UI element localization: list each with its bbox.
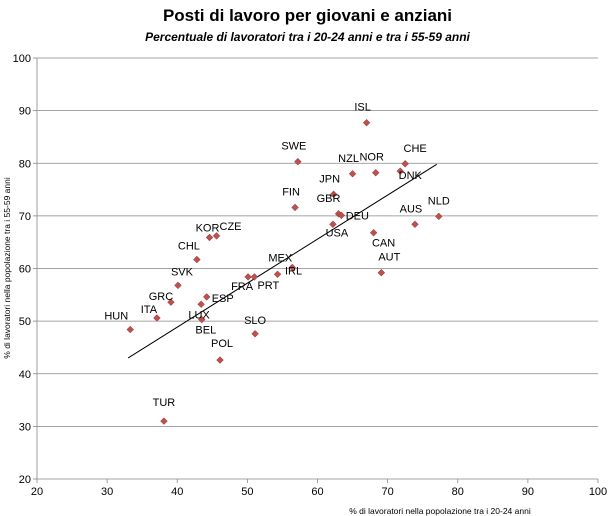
label-lux: LUX — [188, 309, 210, 321]
label-can: CAN — [372, 238, 395, 250]
point-fin — [291, 203, 299, 212]
point-jpn — [329, 190, 338, 199]
y-tick-label: 100 — [13, 53, 31, 65]
y-tick-label: 90 — [19, 106, 31, 118]
x-tick-label: 90 — [522, 486, 534, 498]
data-points — [126, 118, 443, 425]
trendline — [127, 163, 437, 359]
point-aut — [377, 268, 386, 277]
label-aut: AUT — [378, 252, 400, 264]
label-dnk: DNK — [399, 170, 423, 182]
point-lux — [197, 300, 205, 309]
label-deu: DEU — [346, 210, 369, 222]
point-prt — [250, 273, 259, 281]
label-aus: AUS — [400, 203, 423, 215]
label-mex: MEX — [268, 252, 293, 264]
label-nld: NLD — [428, 195, 450, 207]
y-tick-label: 40 — [19, 369, 31, 381]
label-kor: KOR — [196, 222, 220, 234]
label-fra: FRA — [231, 281, 254, 293]
trendline-group — [127, 163, 437, 359]
label-svk: SVK — [171, 266, 194, 278]
point-hun — [126, 325, 135, 334]
x-tick-label: 20 — [31, 486, 43, 498]
point-can — [369, 228, 378, 237]
point-chl — [193, 255, 201, 264]
label-jpn: JPN — [319, 173, 340, 185]
chart-title: Posti di lavoro per giovani e anziani — [162, 6, 453, 25]
label-gbr: GBR — [317, 193, 341, 205]
label-grc: GRC — [149, 291, 174, 303]
y-tick-label: 20 — [19, 474, 31, 486]
point-svk — [174, 281, 182, 290]
x-tick-label: 100 — [589, 486, 607, 498]
y-axis-label: % di lavoratori nella popolazione tra i … — [2, 177, 12, 359]
grid-lines — [37, 57, 598, 427]
label-cze: CZE — [220, 221, 242, 233]
point-swe — [294, 157, 302, 166]
point-mex — [288, 263, 297, 272]
point-esp — [202, 293, 211, 301]
point-tur — [160, 417, 168, 425]
point-nld — [435, 212, 443, 221]
chart-subtitle: Percentuale di lavoratori tra i 20-24 an… — [145, 30, 470, 44]
x-tick-label: 50 — [241, 486, 253, 498]
x-tick-label: 70 — [382, 486, 394, 498]
point-irl — [273, 270, 282, 279]
label-hun: HUN — [104, 311, 128, 323]
label-ita: ITA — [141, 304, 158, 316]
y-tick-label: 60 — [19, 264, 31, 276]
label-nzl: NZL — [338, 153, 359, 165]
point-ita — [153, 314, 161, 322]
label-slo: SLO — [244, 315, 266, 327]
x-tick-label: 30 — [101, 486, 113, 498]
point-nzl — [348, 170, 357, 178]
label-swe: SWE — [281, 141, 306, 153]
point-usa — [329, 220, 337, 229]
point-cze — [212, 232, 221, 240]
point-isl — [362, 118, 371, 127]
point-deu — [337, 211, 346, 220]
y-tick-label: 70 — [19, 211, 31, 223]
point-grc — [167, 298, 175, 306]
y-tick-label: 80 — [19, 158, 31, 170]
y-tick-label: 50 — [19, 316, 31, 328]
label-fin: FIN — [282, 186, 300, 198]
label-usa: USA — [326, 227, 349, 239]
point-kor — [205, 233, 214, 242]
label-bel: BEL — [195, 325, 216, 337]
point-bel — [198, 315, 206, 324]
axes — [33, 57, 599, 483]
label-isl: ISL — [354, 102, 371, 114]
point-aus — [411, 220, 419, 229]
point-slo — [251, 330, 259, 338]
x-tick-label: 80 — [452, 486, 464, 498]
label-chl: CHL — [178, 241, 200, 253]
label-che: CHE — [404, 143, 427, 155]
label-irl: IRL — [285, 265, 302, 277]
point-pol — [216, 356, 224, 364]
label-prt: PRT — [257, 280, 279, 292]
tick-labels: 20 30 40 50 60 70 80 90 100 20 30 40 50 60 70 80 90 100 — [13, 53, 608, 498]
label-tur: TUR — [153, 397, 176, 409]
y-tick-label: 30 — [19, 421, 31, 433]
point-che — [401, 160, 409, 168]
label-pol: POL — [211, 338, 233, 350]
x-tick-label: 40 — [171, 486, 183, 498]
point-labels: ISL SWE NZL NOR CHE DNK JPN FIN NLD AUS GBR DEU USA C… — [104, 102, 450, 409]
point-fra — [244, 273, 252, 281]
point-nor — [371, 168, 380, 177]
x-tick-label: 60 — [311, 486, 323, 498]
label-esp: ESP — [212, 293, 234, 305]
x-axis-label: % di lavoratori nella popolazione tra i … — [349, 506, 531, 516]
point-dnk — [396, 167, 405, 175]
label-nor: NOR — [359, 152, 384, 164]
